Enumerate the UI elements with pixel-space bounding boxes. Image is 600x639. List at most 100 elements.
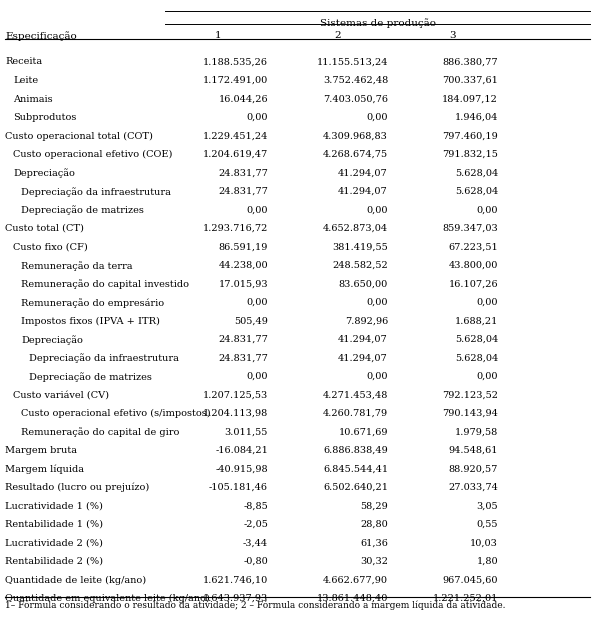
Text: 4.271.453,48: 4.271.453,48 [323,390,388,399]
Text: 4.268.674,75: 4.268.674,75 [323,150,388,159]
Text: 886.380,77: 886.380,77 [442,58,498,66]
Text: 4.309.968,83: 4.309.968,83 [323,132,388,141]
Text: Rentabilidade 1 (%): Rentabilidade 1 (%) [5,520,103,529]
Text: 6.845.544,41: 6.845.544,41 [323,465,388,473]
Text: 41.294,07: 41.294,07 [338,169,388,178]
Text: 61,36: 61,36 [360,539,388,548]
Text: 1.293.716,72: 1.293.716,72 [203,224,268,233]
Text: Margem líquida: Margem líquida [5,465,84,474]
Text: 3,05: 3,05 [476,502,498,511]
Text: 1.204.619,47: 1.204.619,47 [203,150,268,159]
Text: Margem bruta: Margem bruta [5,446,77,455]
Text: 0,00: 0,00 [476,372,498,381]
Text: Depreciação da infraestrutura: Depreciação da infraestrutura [29,353,179,364]
Text: 41.294,07: 41.294,07 [338,353,388,362]
Text: 1,80: 1,80 [476,557,498,566]
Text: 0,00: 0,00 [247,206,268,215]
Text: 1.688,21: 1.688,21 [455,316,498,325]
Text: 1.643.937,93: 1.643.937,93 [203,594,268,603]
Text: 0,00: 0,00 [367,298,388,307]
Text: 0,00: 0,00 [247,113,268,122]
Text: Remuneração do capital investido: Remuneração do capital investido [21,279,189,289]
Text: -0,80: -0,80 [243,557,268,566]
Text: -105.181,46: -105.181,46 [209,483,268,492]
Text: 1.621.746,10: 1.621.746,10 [203,576,268,585]
Text: 3.752.462,48: 3.752.462,48 [323,76,388,85]
Text: Custo fixo (CF): Custo fixo (CF) [13,242,88,252]
Text: Custo total (CT): Custo total (CT) [5,224,84,233]
Text: Custo operacional efetivo (COE): Custo operacional efetivo (COE) [13,150,172,159]
Text: 3.011,55: 3.011,55 [224,427,268,436]
Text: Remuneração da terra: Remuneração da terra [21,261,133,271]
Text: -40.915,98: -40.915,98 [215,465,268,473]
Text: 0,00: 0,00 [247,298,268,307]
Text: Quantidade de leite (kg/ano): Quantidade de leite (kg/ano) [5,576,146,585]
Text: 13.861.448,40: 13.861.448,40 [317,594,388,603]
Text: Especificação: Especificação [5,31,77,41]
Text: Depreciação: Depreciação [21,335,83,345]
Text: 10,03: 10,03 [470,539,498,548]
Text: 381.419,55: 381.419,55 [332,242,388,252]
Text: Custo operacional efetivo (s/impostos): Custo operacional efetivo (s/impostos) [21,409,211,418]
Text: -8,85: -8,85 [243,502,268,511]
Text: 67.223,51: 67.223,51 [448,242,498,252]
Text: 10.671,69: 10.671,69 [338,427,388,436]
Text: 791.832,15: 791.832,15 [442,150,498,159]
Text: 16.107,26: 16.107,26 [448,279,498,288]
Text: 0,00: 0,00 [367,372,388,381]
Text: 5.628,04: 5.628,04 [455,353,498,362]
Text: 1– Fórmula considerando o resultado da atividade; 2 – Fórmula considerando a mar: 1– Fórmula considerando o resultado da a… [5,601,505,610]
Text: Resultado (lucro ou prejuízo): Resultado (lucro ou prejuízo) [5,483,149,493]
Text: 1.204.113,98: 1.204.113,98 [203,409,268,418]
Text: 24.831,77: 24.831,77 [218,353,268,362]
Text: 700.337,61: 700.337,61 [442,76,498,85]
Text: 30,32: 30,32 [360,557,388,566]
Text: 797.460,19: 797.460,19 [442,132,498,141]
Text: Leite: Leite [13,76,38,85]
Text: 505,49: 505,49 [234,316,268,325]
Text: 7.403.050,76: 7.403.050,76 [323,95,388,104]
Text: 7.892,96: 7.892,96 [345,316,388,325]
Text: 43.800,00: 43.800,00 [449,261,498,270]
Text: Depreciação de matrizes: Depreciação de matrizes [29,372,152,381]
Text: 6.502.640,21: 6.502.640,21 [323,483,388,492]
Text: Depreciação da infraestrutura: Depreciação da infraestrutura [21,187,171,197]
Text: 0,00: 0,00 [476,298,498,307]
Text: Depreciação de matrizes: Depreciação de matrizes [21,206,144,215]
Text: 2: 2 [335,31,341,40]
Text: 83.650,00: 83.650,00 [339,279,388,288]
Text: 184.097,12: 184.097,12 [442,95,498,104]
Text: Animais: Animais [13,95,53,104]
Text: 4.652.873,04: 4.652.873,04 [323,224,388,233]
Text: 3: 3 [449,31,457,40]
Text: 24.831,77: 24.831,77 [218,169,268,178]
Text: Lucratividade 1 (%): Lucratividade 1 (%) [5,502,103,511]
Text: Custo operacional total (COT): Custo operacional total (COT) [5,132,153,141]
Text: 248.582,52: 248.582,52 [332,261,388,270]
Text: 16.044,26: 16.044,26 [218,95,268,104]
Text: 41.294,07: 41.294,07 [338,187,388,196]
Text: -16.084,21: -16.084,21 [215,446,268,455]
Text: 11.155.513,24: 11.155.513,24 [317,58,388,66]
Text: 1.172.491,00: 1.172.491,00 [203,76,268,85]
Text: 1.188.535,26: 1.188.535,26 [203,58,268,66]
Text: 1.207.125,53: 1.207.125,53 [203,390,268,399]
Text: Remuneração do empresário: Remuneração do empresário [21,298,164,308]
Text: 24.831,77: 24.831,77 [218,187,268,196]
Text: 0,00: 0,00 [367,206,388,215]
Text: 1.229.451,24: 1.229.451,24 [203,132,268,141]
Text: 967.045,60: 967.045,60 [443,576,498,585]
Text: -2,05: -2,05 [243,520,268,529]
Text: Remuneração do capital de giro: Remuneração do capital de giro [21,427,179,437]
Text: -3,44: -3,44 [243,539,268,548]
Text: 1.221.252,01: 1.221.252,01 [433,594,498,603]
Text: 27.033,74: 27.033,74 [448,483,498,492]
Text: 86.591,19: 86.591,19 [218,242,268,252]
Text: Rentabilidade 2 (%): Rentabilidade 2 (%) [5,557,103,566]
Text: 6.886.838,49: 6.886.838,49 [323,446,388,455]
Text: 0,55: 0,55 [476,520,498,529]
Text: 94.548,61: 94.548,61 [449,446,498,455]
Text: 41.294,07: 41.294,07 [338,335,388,344]
Text: 0,00: 0,00 [476,206,498,215]
Text: Lucratividade 2 (%): Lucratividade 2 (%) [5,539,103,548]
